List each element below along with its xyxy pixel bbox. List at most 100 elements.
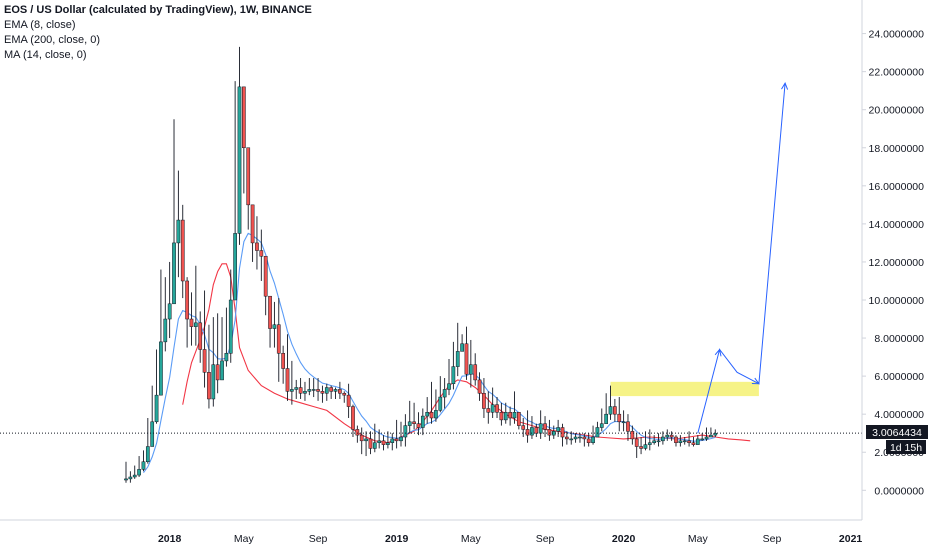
y-tick-label: 4.0000000: [874, 409, 924, 421]
candle-body: [482, 392, 486, 409]
candle-body: [281, 353, 285, 369]
candle-body: [521, 425, 526, 430]
candle-body: [560, 427, 565, 438]
legend-ema-200[interactable]: EMA (200, close, 0): [4, 34, 100, 46]
candle-body: [320, 391, 325, 394]
candle-body: [324, 387, 329, 394]
y-tick-label: 18.0000000: [869, 143, 925, 155]
y-tick-label: 10.0000000: [869, 295, 925, 307]
projection-arrow-path[interactable]: [697, 81, 789, 434]
candle-body: [285, 368, 290, 392]
candle-body: [634, 438, 639, 447]
y-tick-label: 8.0000000: [874, 333, 924, 345]
x-tick-label: Sep: [309, 533, 328, 545]
candle-body: [250, 204, 255, 244]
legend-ma-14[interactable]: MA (14, close, 0): [4, 49, 87, 61]
candle-body: [490, 404, 495, 413]
candle-body: [543, 423, 547, 430]
candle-body: [687, 440, 691, 443]
candle-body: [438, 396, 443, 411]
candle-body: [582, 436, 587, 440]
candle-body: [613, 406, 617, 415]
candle-body: [534, 427, 539, 434]
candle-body: [451, 366, 456, 384]
candle-body: [172, 242, 176, 305]
chart-plot-area[interactable]: [0, 46, 862, 483]
x-tick-label: Sep: [536, 533, 555, 545]
candle-body: [525, 429, 530, 436]
candle-body: [159, 341, 163, 396]
candle-body: [228, 299, 233, 354]
candle-body: [595, 427, 600, 438]
y-tick-label: 12.0000000: [869, 257, 925, 269]
candle-body: [207, 372, 211, 400]
candle-body: [695, 438, 700, 445]
x-tick-label: May: [461, 533, 482, 545]
candle-body: [294, 387, 299, 390]
candle-body: [132, 474, 137, 478]
candle-body: [220, 360, 224, 381]
candle-body: [626, 421, 630, 432]
candle-body: [233, 233, 237, 301]
candle-body: [338, 389, 342, 394]
candle-body: [464, 343, 469, 375]
candle-body: [355, 429, 360, 436]
highlight-zone[interactable]: [610, 381, 759, 397]
candle-body: [342, 392, 347, 396]
candlestick-series: [124, 46, 718, 483]
candle-body: [403, 425, 408, 438]
candle-body: [202, 349, 207, 373]
candle-body: [372, 442, 377, 449]
candle-body: [591, 436, 595, 443]
candle-body: [255, 242, 259, 251]
candle-body: [145, 446, 150, 463]
candle-body: [268, 295, 272, 329]
candle-body: [298, 387, 303, 394]
candle-body: [154, 394, 159, 423]
y-tick-label: 26.0000000: [869, 0, 925, 3]
candle-body: [316, 389, 320, 392]
arrow-head: [781, 81, 789, 90]
candle-body: [569, 438, 574, 441]
candle-body: [276, 324, 281, 354]
candle-body: [691, 442, 696, 445]
candle-body: [128, 476, 133, 480]
candle-body: [167, 303, 172, 320]
candle-body: [704, 436, 709, 440]
candle-body: [473, 364, 478, 381]
candle-body: [621, 421, 626, 424]
candle-body: [468, 364, 473, 375]
legend-ema-8[interactable]: EMA (8, close): [4, 19, 76, 31]
candle-body: [617, 413, 622, 423]
candle-body: [661, 436, 665, 442]
candle-body: [329, 387, 334, 392]
projection-arrow-line: [697, 83, 786, 434]
highlight-box: [610, 381, 759, 397]
candle-body: [176, 219, 181, 244]
candle-body: [150, 421, 155, 447]
candle-body: [290, 389, 294, 392]
candle-body: [669, 434, 674, 438]
arrow-head: [751, 377, 760, 385]
candle-body: [263, 255, 268, 297]
countdown-text: 1d 15h: [890, 442, 922, 454]
candle-body: [246, 147, 251, 206]
legend-symbol-title[interactable]: EOS / US Dollar (calculated by TradingVi…: [4, 4, 312, 16]
x-tick-label: 2020: [612, 533, 636, 545]
candle-body: [412, 421, 416, 424]
candle-body: [416, 423, 421, 428]
candle-body: [547, 429, 552, 436]
candle-body: [377, 440, 382, 443]
x-axis[interactable]: 2018 May Sep 2019 May Sep 2020 May Sep 2021: [0, 519, 862, 545]
candle-body: [674, 436, 678, 443]
candle-body: [141, 461, 146, 470]
candle-body: [665, 434, 670, 438]
candle-body: [394, 438, 399, 442]
candle-body: [495, 404, 499, 413]
candle-body: [499, 412, 504, 421]
candle-body: [586, 438, 591, 443]
candle-body: [189, 318, 194, 327]
candle-body: [224, 353, 229, 362]
candle-body: [407, 421, 412, 426]
